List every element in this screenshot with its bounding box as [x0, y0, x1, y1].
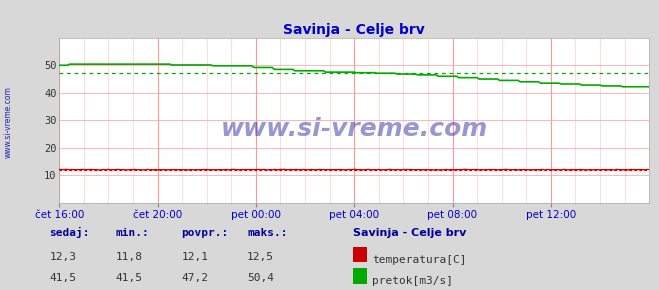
Text: povpr.:: povpr.:	[181, 228, 229, 238]
Text: 47,2: 47,2	[181, 273, 208, 283]
Text: maks.:: maks.:	[247, 228, 287, 238]
Text: Savinja - Celje brv: Savinja - Celje brv	[353, 228, 466, 238]
Text: 41,5: 41,5	[49, 273, 76, 283]
Text: 12,1: 12,1	[181, 251, 208, 262]
Text: 11,8: 11,8	[115, 251, 142, 262]
Text: www.si-vreme.com: www.si-vreme.com	[3, 86, 13, 158]
Text: temperatura[C]: temperatura[C]	[372, 255, 467, 264]
Text: www.si-vreme.com: www.si-vreme.com	[221, 117, 488, 141]
Text: min.:: min.:	[115, 228, 149, 238]
Text: 41,5: 41,5	[115, 273, 142, 283]
Title: Savinja - Celje brv: Savinja - Celje brv	[283, 23, 425, 37]
Text: 12,5: 12,5	[247, 251, 274, 262]
Text: 12,3: 12,3	[49, 251, 76, 262]
Text: 50,4: 50,4	[247, 273, 274, 283]
Text: pretok[m3/s]: pretok[m3/s]	[372, 276, 453, 286]
Text: sedaj:: sedaj:	[49, 227, 90, 238]
